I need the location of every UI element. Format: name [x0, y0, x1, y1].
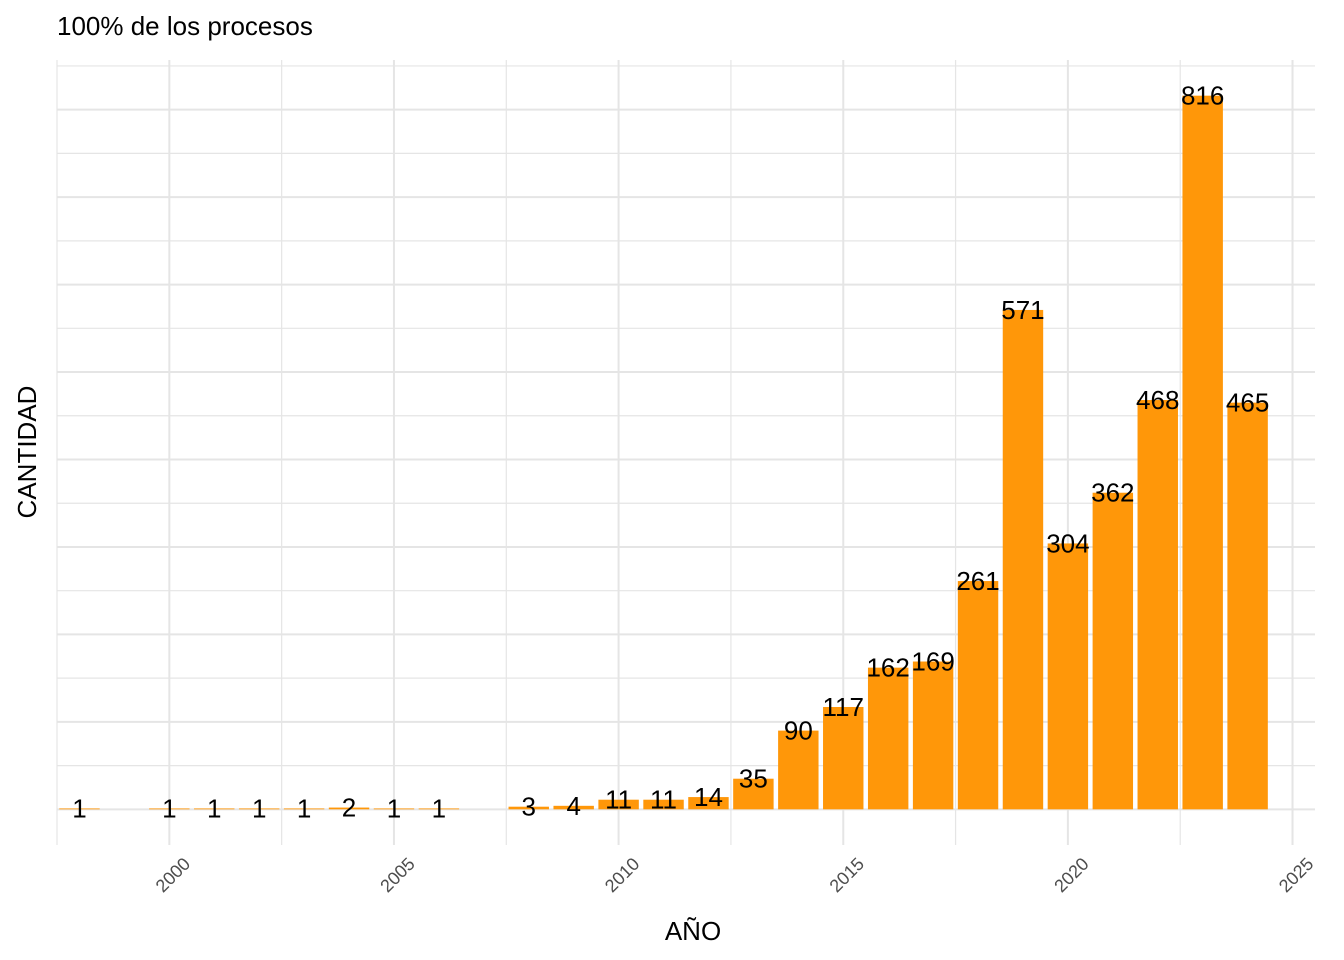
bar [553, 805, 594, 810]
chart-title: 100% de los procesos [57, 11, 313, 41]
bar [373, 808, 415, 810]
bar [778, 730, 819, 810]
bar [1047, 543, 1089, 810]
data-label: 304 [1046, 528, 1089, 558]
data-label: 14 [694, 782, 723, 812]
data-label: 1 [162, 793, 176, 823]
bar [283, 808, 325, 810]
bar [867, 667, 909, 810]
bar [149, 808, 190, 810]
x-tick-label: 2015 [826, 854, 868, 896]
x-axis-title: AÑO [665, 916, 721, 946]
data-label: 3 [522, 792, 536, 822]
data-label: 1 [252, 793, 266, 823]
bar [59, 808, 100, 810]
data-label: 468 [1136, 385, 1179, 415]
data-label: 2 [342, 793, 356, 823]
data-label: 90 [784, 716, 813, 746]
bar [1182, 95, 1223, 810]
x-tick-label: 2025 [1275, 854, 1317, 896]
x-tick-labels: 2000 2005 2010 2015 2020 2025 [152, 854, 1318, 896]
x-tick-label: 2000 [152, 854, 194, 896]
data-label: 1 [387, 793, 401, 823]
x-tick-label: 2005 [376, 854, 418, 896]
bar [912, 661, 954, 810]
data-label: 162 [866, 653, 909, 683]
bar [1092, 492, 1134, 810]
bar [238, 808, 280, 810]
data-label: 35 [739, 764, 768, 794]
bar [733, 778, 774, 810]
bar [328, 807, 370, 810]
data-label: 362 [1091, 478, 1134, 508]
data-label: 11 [605, 785, 632, 815]
data-label: 1 [72, 793, 86, 823]
bar [643, 799, 684, 810]
data-label: 4 [566, 791, 580, 821]
data-label: 1 [297, 793, 311, 823]
bar [508, 806, 549, 810]
data-label: 571 [1001, 295, 1044, 325]
bar [823, 706, 864, 810]
x-tick-label: 2020 [1050, 854, 1092, 896]
data-label: 117 [823, 692, 864, 722]
bar [1002, 309, 1044, 810]
data-label: 261 [956, 566, 999, 596]
data-label: 1 [432, 793, 446, 823]
data-label: 11 [650, 785, 677, 815]
bar [957, 581, 999, 810]
bar [418, 808, 460, 810]
bar [688, 797, 729, 810]
data-label: 1 [207, 793, 221, 823]
bar [1227, 402, 1268, 810]
bars [59, 95, 1268, 810]
data-label: 816 [1181, 81, 1224, 111]
y-axis-title: CANTIDAD [12, 386, 42, 519]
data-label: 169 [911, 647, 954, 677]
bar [598, 799, 639, 810]
data-label: 465 [1226, 388, 1269, 418]
grid [56, 60, 1315, 845]
bar [194, 808, 235, 810]
x-tick-label: 2010 [601, 854, 643, 896]
bar [1137, 400, 1178, 810]
